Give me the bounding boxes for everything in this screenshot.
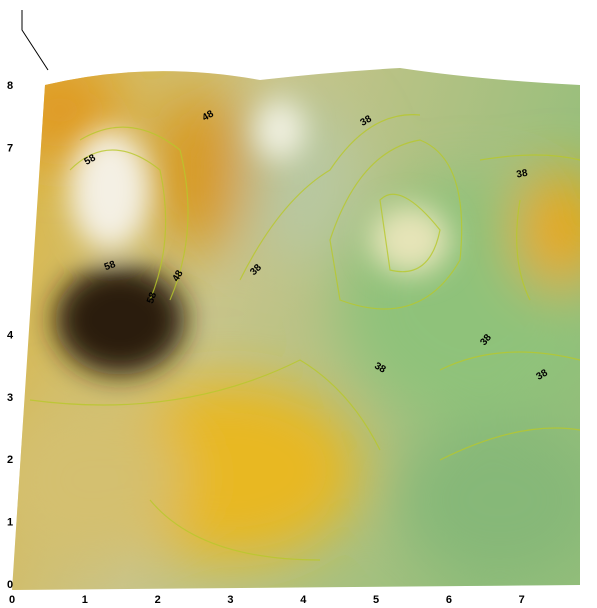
x-tick-label: 1	[82, 594, 88, 606]
x-tick-label: 6	[446, 594, 452, 606]
z-axis	[22, 10, 48, 70]
y-tick-label: 1	[7, 517, 13, 529]
y-tick-label: 2	[7, 454, 13, 466]
x-tick-label: 4	[300, 594, 307, 606]
y-tick-label: 4	[7, 329, 14, 341]
y-tick-label: 7	[7, 142, 13, 154]
x-tick-label: 2	[155, 594, 161, 606]
x-tick-label: 7	[519, 594, 525, 606]
y-tick-label: 3	[7, 392, 13, 404]
x-tick-label: 0	[9, 594, 15, 606]
x-tick-label: 5	[373, 594, 379, 606]
y-tick-label: 0	[7, 579, 13, 591]
y-tick-label: 8	[7, 80, 13, 92]
x-tick-label: 3	[227, 594, 233, 606]
chart: 0123456701234784838583838584858383838	[0, 0, 597, 608]
surface	[0, 50, 597, 608]
